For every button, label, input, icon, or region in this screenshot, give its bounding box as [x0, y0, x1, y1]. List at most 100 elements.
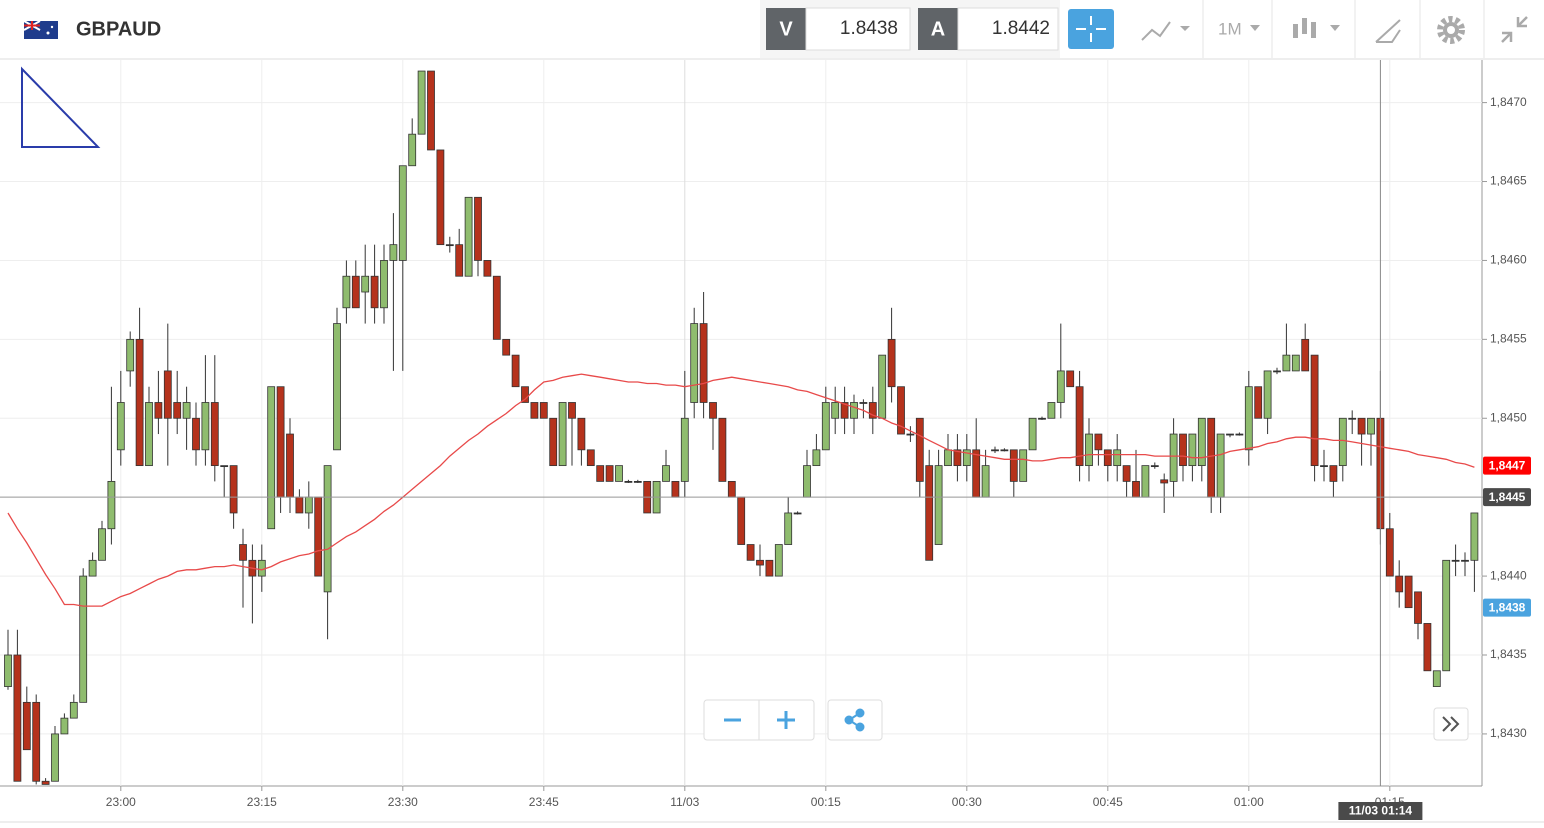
candle-body [1179, 433, 1187, 467]
candle-body [991, 449, 999, 452]
candle-body [257, 559, 266, 577]
candle-body [1047, 402, 1056, 419]
candle-body [624, 480, 633, 483]
candle-body [239, 544, 247, 561]
candle-body [1329, 465, 1338, 482]
candle-body [925, 465, 934, 561]
crosshair-time-label: 11/03 01:14 [1349, 804, 1413, 818]
candle-body [981, 465, 990, 498]
candle-body [1404, 575, 1413, 609]
x-tick-label: 23:15 [247, 795, 277, 809]
crosshair-time-box [1338, 802, 1423, 820]
candle-body [568, 402, 576, 419]
ask-box [957, 7, 1059, 51]
candle-body [953, 449, 962, 467]
candle-body [1085, 433, 1093, 467]
candle-body [699, 323, 708, 403]
candle-body [831, 402, 840, 419]
candle-body [709, 402, 717, 419]
price-badge-label: 1,8447 [1489, 458, 1526, 472]
triangle-drawing[interactable] [21, 66, 101, 148]
candle-body [1207, 417, 1216, 498]
settings-button[interactable] [1437, 16, 1465, 44]
share-button[interactable] [827, 699, 883, 741]
candle-body [1132, 480, 1140, 498]
candle-body [915, 417, 924, 482]
candle-body [1235, 433, 1244, 436]
candle-body [436, 149, 445, 246]
candle-body [1263, 370, 1272, 419]
candle-body [1188, 433, 1197, 467]
candle-body [821, 402, 830, 451]
candle-body [1273, 370, 1281, 373]
candle-body [107, 480, 116, 530]
candle-body [906, 433, 915, 436]
candle-body [427, 70, 435, 151]
bid-label: V [779, 18, 793, 40]
candle-body [361, 275, 370, 293]
overlay: 1,8430 1,8435 1,8440 1,8445 1,8450 1,8455 1,84… [0, 60, 1531, 820]
candle-body [79, 575, 88, 703]
candle-body [897, 386, 905, 435]
candle-body [163, 370, 172, 419]
candle-body [474, 196, 482, 261]
y-tick-label: 1,8440 [1490, 568, 1527, 582]
candle-body [1066, 370, 1075, 388]
candle-body [934, 465, 943, 545]
candle-body [784, 512, 793, 545]
crosshair-button[interactable] [1068, 9, 1114, 49]
candle-body [558, 402, 567, 467]
candle-body [417, 70, 426, 135]
candles-button[interactable] [1293, 18, 1340, 38]
candle-body [1320, 465, 1328, 468]
bid-button[interactable] [766, 8, 806, 50]
zoom-in-button[interactable] [777, 711, 795, 729]
candle-body [445, 244, 454, 247]
candle-body [116, 402, 125, 451]
x-tick-label: 01:00 [1234, 795, 1264, 809]
share-icon [844, 708, 865, 732]
bid-price: 1.8438 [840, 18, 898, 39]
candle-body [1226, 433, 1234, 436]
price-badge-label: 1,8438 [1489, 600, 1526, 614]
candle-body [51, 733, 59, 782]
candle-body [662, 465, 670, 482]
ask-button[interactable] [918, 8, 958, 50]
chart-type-button[interactable] [1141, 21, 1190, 41]
candle-body [398, 165, 407, 261]
candle-body [887, 338, 896, 388]
candle-body [1244, 386, 1253, 451]
price-badge [1483, 598, 1531, 617]
candle-body [286, 433, 294, 498]
candle-body [765, 559, 774, 577]
candle-body [530, 402, 539, 419]
draw-button[interactable] [1375, 19, 1401, 43]
candle-body [314, 496, 323, 577]
candle-body [41, 780, 50, 785]
candle-body [850, 402, 858, 419]
candle-body [1009, 449, 1018, 482]
plot-area [4, 70, 1479, 785]
candle-body [502, 338, 511, 356]
candle-body [1103, 449, 1112, 467]
candle-body [323, 465, 332, 593]
price-badge [1483, 456, 1531, 475]
candle-body [342, 275, 351, 309]
candle-body [718, 417, 727, 482]
candle-body [1150, 465, 1159, 468]
candle-body [22, 701, 31, 751]
symbol: GBPAUD [76, 18, 161, 40]
candle-body [793, 512, 802, 515]
timeframe[interactable]: 1M [1218, 19, 1242, 38]
candle-body [521, 386, 529, 403]
moving-average-line [7, 373, 1475, 607]
candle-body [1000, 449, 1009, 452]
candle-body [182, 402, 191, 419]
x-tick-label: 23:45 [529, 795, 559, 809]
candle-body [380, 260, 388, 309]
collapse-button[interactable] [1501, 16, 1528, 43]
candle-body [60, 717, 69, 735]
y-tick-label: 1,8430 [1490, 726, 1527, 740]
price-badge-label: 1,8445 [1489, 490, 1526, 504]
